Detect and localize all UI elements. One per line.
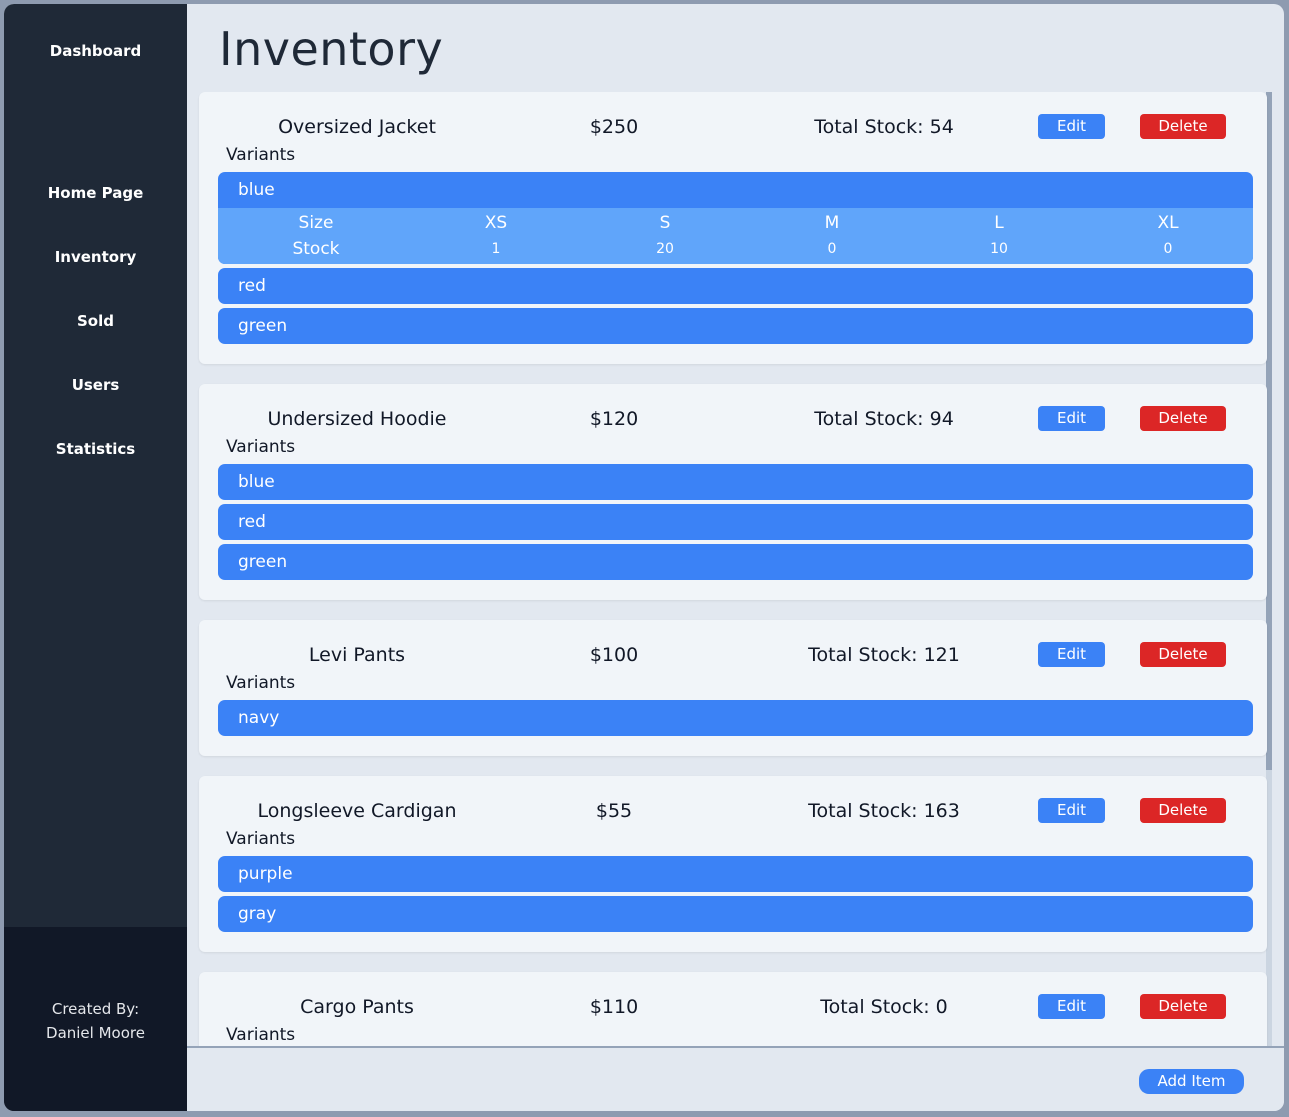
stock-cell: 1 [491,241,501,257]
inventory-item-card: Oversized Jacket $250 Total Stock: 54 Edit D… [199,92,1267,364]
variants-label: Variants [226,145,296,165]
inventory-item-card: Levi Pants $100 Total Stock: 121 Edit Delete… [199,620,1267,756]
edit-button[interactable]: Edit [1038,114,1105,139]
variants-list: blue red green [218,464,1253,584]
main-content: Inventory Oversized Jacket $250 Total Stoc… [187,4,1284,1111]
variant-green[interactable]: green [218,308,1253,344]
item-total-stock: Total Stock: 121 [808,644,960,666]
sidebar: Dashboard Home Page Inventory Sold Users… [4,4,187,1111]
stock-header: Stock [292,239,340,259]
variants-label: Variants [226,1025,296,1045]
size-cell: XL [1157,213,1179,233]
credits-label: Created By: [51,1000,140,1018]
add-item-button[interactable]: Add Item [1139,1069,1244,1094]
edit-button[interactable]: Edit [1038,642,1105,667]
delete-button[interactable]: Delete [1140,642,1226,667]
size-cell: S [659,213,671,233]
sidebar-title[interactable]: Dashboard [49,42,142,60]
size-row: Size XS S M L XL [218,210,1253,238]
sidebar-item-sold[interactable]: Sold [77,312,114,330]
variant-color-label: blue [238,180,275,200]
bottom-bar: Add Item [187,1046,1284,1111]
variants-list: purple gray [218,856,1253,936]
variant-green[interactable]: green [218,544,1253,580]
item-total-stock: Total Stock: 54 [814,116,954,138]
item-total-stock: Total Stock: 0 [820,996,948,1018]
variants-label: Variants [226,673,296,693]
variant-red[interactable]: red [218,504,1253,540]
item-total-stock: Total Stock: 163 [808,800,960,822]
stock-row: Stock 1 20 0 10 0 [218,236,1253,264]
variant-red[interactable]: red [218,268,1253,304]
size-stock-table: Size XS S M L XL Stock 1 20 0 10 0 [218,208,1253,264]
variant-color-label: red [238,512,266,532]
scrollbar[interactable] [1266,92,1272,1046]
edit-button[interactable]: Edit [1038,798,1105,823]
variant-purple[interactable]: purple [218,856,1253,892]
size-cell: M [824,213,840,233]
inventory-item-card: Cargo Pants $110 Total Stock: 0 Edit Delete V… [199,972,1267,1046]
item-price: $55 [595,800,633,822]
item-name: Levi Pants [308,644,406,666]
item-name: Longsleeve Cardigan [257,800,457,822]
app-window: Dashboard Home Page Inventory Sold Users… [4,4,1284,1111]
variant-color-label: navy [238,708,280,728]
variant-navy[interactable]: navy [218,700,1253,736]
item-price: $100 [589,644,639,666]
item-total-stock: Total Stock: 94 [814,408,954,430]
sidebar-footer: Created By: Daniel Moore [4,927,187,1111]
variant-color-label: red [238,276,266,296]
variant-color-label: green [238,316,288,336]
variant-color-label: green [238,552,288,572]
delete-button[interactable]: Delete [1140,994,1226,1019]
size-cell: L [994,213,1004,233]
author-name: Daniel Moore [46,1024,145,1042]
scrollbar-thumb[interactable] [1266,92,1272,770]
stock-cell: 0 [1163,241,1173,257]
variant-blue[interactable]: blue Size XS S M L XL Stock 1 20 0 10 0 [218,172,1253,264]
item-price: $250 [589,116,639,138]
stock-cell: 20 [656,241,674,257]
item-name: Undersized Hoodie [267,408,447,430]
stock-cell: 10 [990,241,1008,257]
variant-color-label: gray [238,904,277,924]
variants-list: navy [218,700,1253,740]
sidebar-item-statistics[interactable]: Statistics [55,440,136,458]
delete-button[interactable]: Delete [1140,406,1226,431]
sidebar-item-home-page[interactable]: Home Page [47,184,144,202]
variants-list: blue Size XS S M L XL Stock 1 20 0 10 0 red green [218,172,1253,348]
item-name: Cargo Pants [300,996,414,1018]
inventory-item-card: Longsleeve Cardigan $55 Total Stock: 163 Ed… [199,776,1267,952]
variants-label: Variants [226,829,296,849]
edit-button[interactable]: Edit [1038,994,1105,1019]
inventory-item-card: Undersized Hoodie $120 Total Stock: 94 Edit… [199,384,1267,600]
sidebar-item-inventory[interactable]: Inventory [54,248,137,266]
delete-button[interactable]: Delete [1140,114,1226,139]
item-name: Oversized Jacket [278,116,436,138]
page-title: Inventory [219,22,444,76]
variant-color-label: purple [238,864,293,884]
size-header: Size [298,213,334,233]
delete-button[interactable]: Delete [1140,798,1226,823]
variants-label: Variants [226,437,296,457]
sidebar-item-users[interactable]: Users [71,376,120,394]
inventory-list[interactable]: Oversized Jacket $250 Total Stock: 54 Edit D… [187,92,1284,1046]
item-price: $120 [589,408,639,430]
stock-cell: 0 [827,241,837,257]
edit-button[interactable]: Edit [1038,406,1105,431]
variant-gray[interactable]: gray [218,896,1253,932]
variant-color-label: blue [238,472,275,492]
size-cell: XS [484,213,508,233]
item-price: $110 [589,996,639,1018]
sidebar-nav: Home Page Inventory Sold Users Statistic… [4,180,187,500]
variant-blue[interactable]: blue [218,464,1253,500]
